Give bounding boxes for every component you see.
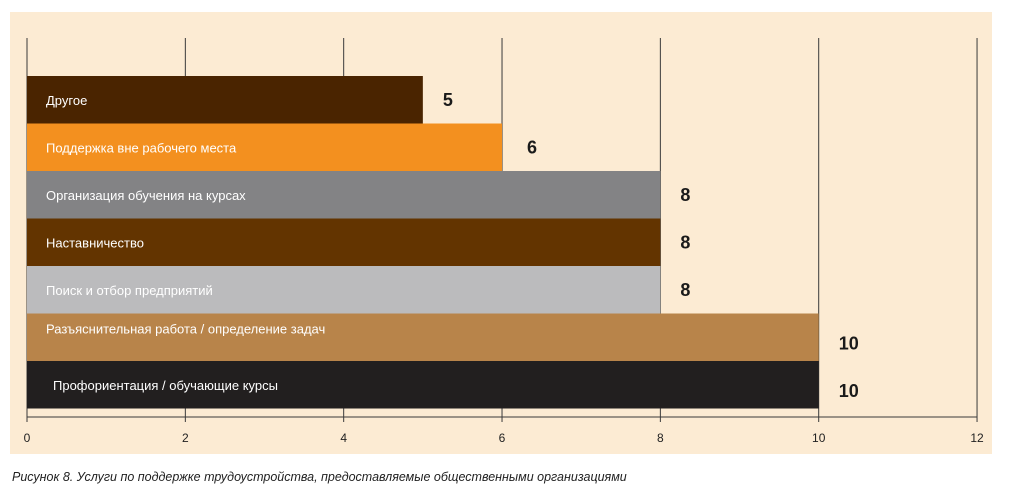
- x-tick-label: 10: [812, 431, 826, 445]
- bar-category-label: Другое: [46, 93, 87, 108]
- bar: [27, 218, 661, 266]
- bar: [27, 123, 503, 171]
- bar-value-label: 5: [443, 90, 453, 110]
- bar: [27, 313, 819, 361]
- bars: Другое 5 Поддержка вне рабочего места 6 Орга…: [27, 76, 859, 409]
- bar-category-label: Наставничество: [46, 235, 144, 250]
- x-tick-label: 12: [970, 431, 984, 445]
- bar-value-label: 8: [680, 185, 690, 205]
- x-tick-label: 0: [24, 431, 31, 445]
- bar-category-label: Разъяснительная работа / определение зад…: [46, 322, 325, 337]
- x-tick-label: 4: [340, 431, 347, 445]
- bar-category-label: Поиск и отбор предприятий: [46, 283, 213, 298]
- bar-category-label: Профориентация / обучающие курсы: [53, 378, 278, 393]
- bar: [27, 266, 661, 314]
- bar-category-label: Организация обучения на курсах: [46, 188, 246, 203]
- x-tick-label: 2: [182, 431, 189, 445]
- bar-category-label: Поддержка вне рабочего места: [46, 140, 237, 155]
- x-tick-label: 8: [657, 431, 664, 445]
- chart-panel: Другое 5 Поддержка вне рабочего места 6 Орга…: [10, 12, 992, 454]
- bar-value-label: 8: [680, 280, 690, 300]
- bar-value-label: 6: [527, 137, 537, 157]
- x-tick-label: 6: [499, 431, 506, 445]
- x-axis: 0 2 4 6 8 10 12: [24, 416, 984, 445]
- bar: [27, 171, 661, 219]
- bar-chart: Другое 5 Поддержка вне рабочего места 6 Орга…: [24, 38, 984, 445]
- bar: [27, 361, 819, 409]
- bar-value-label: 8: [680, 232, 690, 252]
- figure-caption: Рисунок 8. Услуги по поддержке трудоустр…: [12, 470, 627, 484]
- bar-value-label: 10: [839, 333, 859, 353]
- bar: [27, 76, 423, 124]
- bar-value-label: 10: [839, 381, 859, 401]
